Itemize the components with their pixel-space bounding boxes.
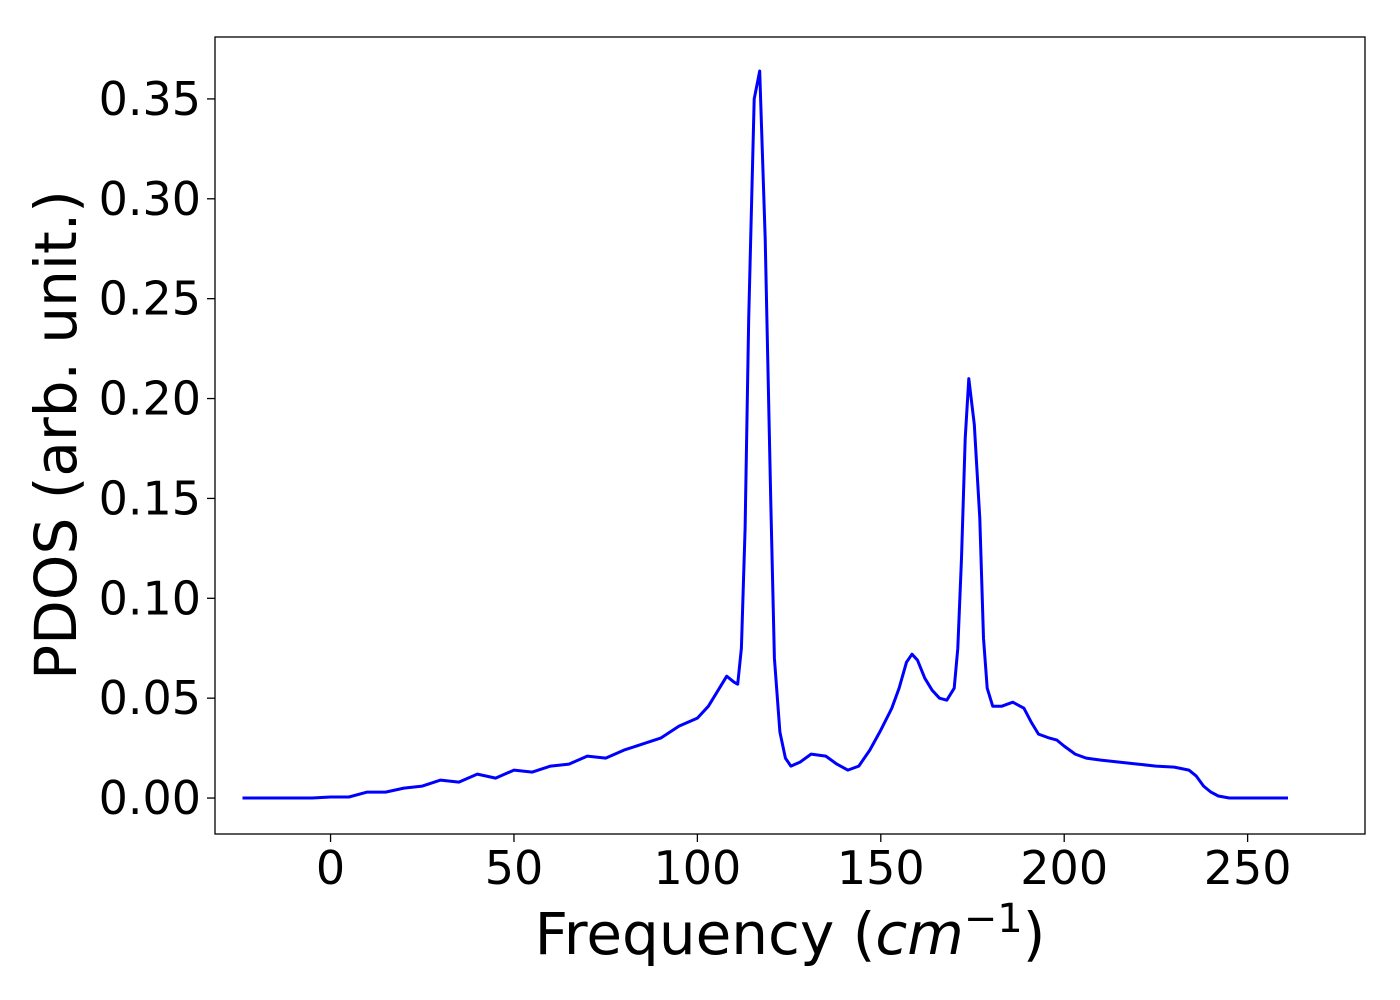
x-tick-label: 50 [485,841,544,895]
y-axis-title: PDOS (arb. unit.) [22,190,90,680]
x-tick-label: 150 [837,841,925,895]
x-tick-label: 0 [316,841,345,895]
y-axis: 0.00 0.05 0.10 0.15 0.20 0.25 0.30 0.35 [99,72,215,825]
x-axis-title: Frequency (cm−1) [535,896,1046,968]
plot-area-frame [214,36,1366,835]
x-tick-label: 200 [1020,841,1108,895]
y-tick-label: 0.15 [99,471,201,525]
y-tick-label: 0.20 [99,372,201,426]
pdos-series-line [242,69,1288,800]
y-tick-label: 0.25 [99,272,201,326]
y-tick-label: 0.05 [99,671,201,725]
y-tick-label: 0.30 [99,172,201,226]
y-tick-label: 0.00 [99,771,201,825]
x-tick-label: 250 [1204,841,1292,895]
y-tick-label: 0.10 [99,571,201,625]
y-tick-label: 0.35 [99,72,201,126]
x-tick-label: 100 [653,841,741,895]
x-axis: 0 50 100 150 200 250 [316,834,1292,895]
